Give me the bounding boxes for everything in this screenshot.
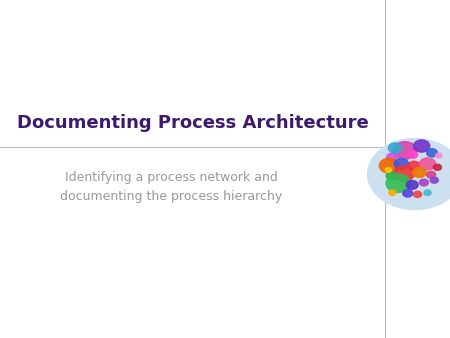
Circle shape: [419, 179, 428, 186]
Circle shape: [387, 153, 396, 161]
Circle shape: [427, 149, 437, 157]
Circle shape: [406, 180, 418, 189]
Circle shape: [414, 191, 422, 197]
Circle shape: [385, 168, 392, 172]
Text: Identifying a process network and: Identifying a process network and: [64, 171, 278, 184]
Circle shape: [430, 177, 438, 183]
Circle shape: [409, 151, 418, 158]
Circle shape: [427, 171, 436, 178]
Circle shape: [394, 166, 414, 181]
Circle shape: [403, 190, 413, 197]
Circle shape: [408, 161, 420, 170]
Circle shape: [386, 174, 410, 192]
Circle shape: [413, 167, 426, 177]
Circle shape: [393, 142, 417, 159]
Text: Documenting Process Architecture: Documenting Process Architecture: [17, 114, 369, 132]
Circle shape: [368, 139, 450, 210]
Circle shape: [433, 164, 441, 170]
Circle shape: [436, 153, 442, 158]
Circle shape: [389, 190, 396, 195]
Circle shape: [424, 190, 431, 195]
Circle shape: [388, 143, 402, 153]
Circle shape: [379, 158, 399, 173]
Circle shape: [414, 140, 430, 152]
Circle shape: [386, 172, 397, 180]
Text: documenting the process hierarchy: documenting the process hierarchy: [60, 190, 282, 202]
Circle shape: [394, 159, 409, 169]
Circle shape: [419, 158, 436, 170]
